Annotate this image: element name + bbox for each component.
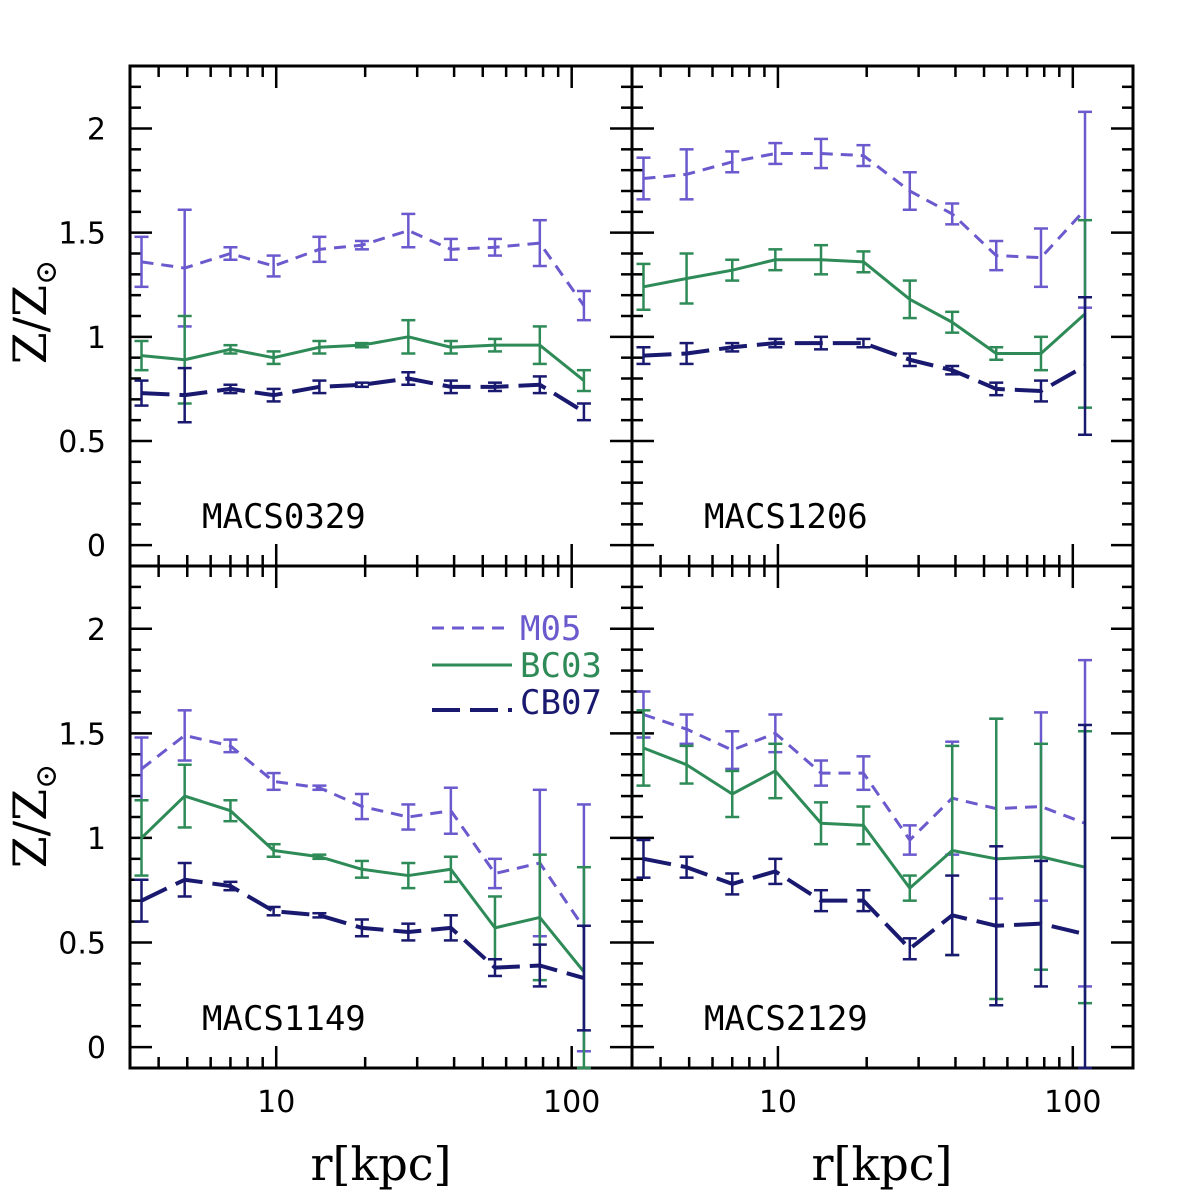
series-line-m05-macs1149	[140, 733, 586, 929]
y-tick-label: 1	[87, 822, 106, 857]
y-axis-title-top: Z/Z⊙	[3, 260, 64, 365]
y-tick-label: 0.5	[58, 927, 106, 962]
legend: M05 BC03 CB07	[432, 609, 602, 723]
axes-layer	[128, 64, 1135, 1070]
legend-label-bc03: BC03	[520, 646, 602, 686]
x-axis-title-left: r[kpc]	[311, 1137, 452, 1191]
data-layer	[134, 110, 1093, 1070]
x-tick-label: 100	[543, 1085, 600, 1120]
y-tick-label: 0	[87, 1031, 106, 1066]
y-axis-title-sub: ⊙	[29, 260, 64, 285]
panel-label-macs2129: MACS2129	[704, 999, 868, 1039]
y-axis-title-bottom: Z/Z⊙	[3, 764, 64, 869]
y-tick-label: 0	[87, 529, 106, 564]
legend-label-m05: M05	[520, 609, 581, 649]
series-line-bc03-macs1149	[140, 794, 586, 973]
y-tick-label: 1	[87, 321, 106, 356]
x-tick-label: 100	[1044, 1085, 1101, 1120]
y-tick-label: 2	[87, 613, 106, 648]
y-tick-label: 1.5	[58, 717, 106, 752]
panel-label-macs1149: MACS1149	[202, 999, 366, 1039]
y-axis-title-main: Z/Z	[3, 789, 57, 868]
x-tick-label: 10	[759, 1085, 797, 1120]
legend-label-cb07: CB07	[520, 683, 602, 723]
x-axis-title-right: r[kpc]	[812, 1137, 953, 1191]
x-tick-label: 10	[257, 1085, 295, 1120]
svg-text:Z/Z⊙: Z/Z⊙	[3, 764, 64, 869]
y-tick-label: 0.5	[58, 425, 106, 460]
text-layer: 0 0.5 1 1.5 2 MACS0329 MACS1206 0 0.5 1 1.5 2 10 100 M…	[58, 113, 1101, 1121]
y-axis-title-main: Z/Z	[3, 285, 57, 364]
y-axis-title-sub: ⊙	[29, 764, 64, 789]
panel-frame-macs1206	[630, 64, 1135, 568]
y-tick-label: 1.5	[58, 217, 106, 252]
panel-frame-macs0329	[128, 64, 634, 568]
series-line-m05-macs1206	[643, 152, 1087, 260]
svg-text:Z/Z⊙: Z/Z⊙	[3, 260, 64, 365]
panel-label-macs0329: MACS0329	[202, 497, 366, 537]
panel-frame-macs2129	[630, 564, 1135, 1070]
y-tick-label: 2	[87, 113, 106, 148]
panel-label-macs1206: MACS1206	[704, 497, 868, 537]
series-line-cb07-macs1206	[643, 341, 1087, 393]
